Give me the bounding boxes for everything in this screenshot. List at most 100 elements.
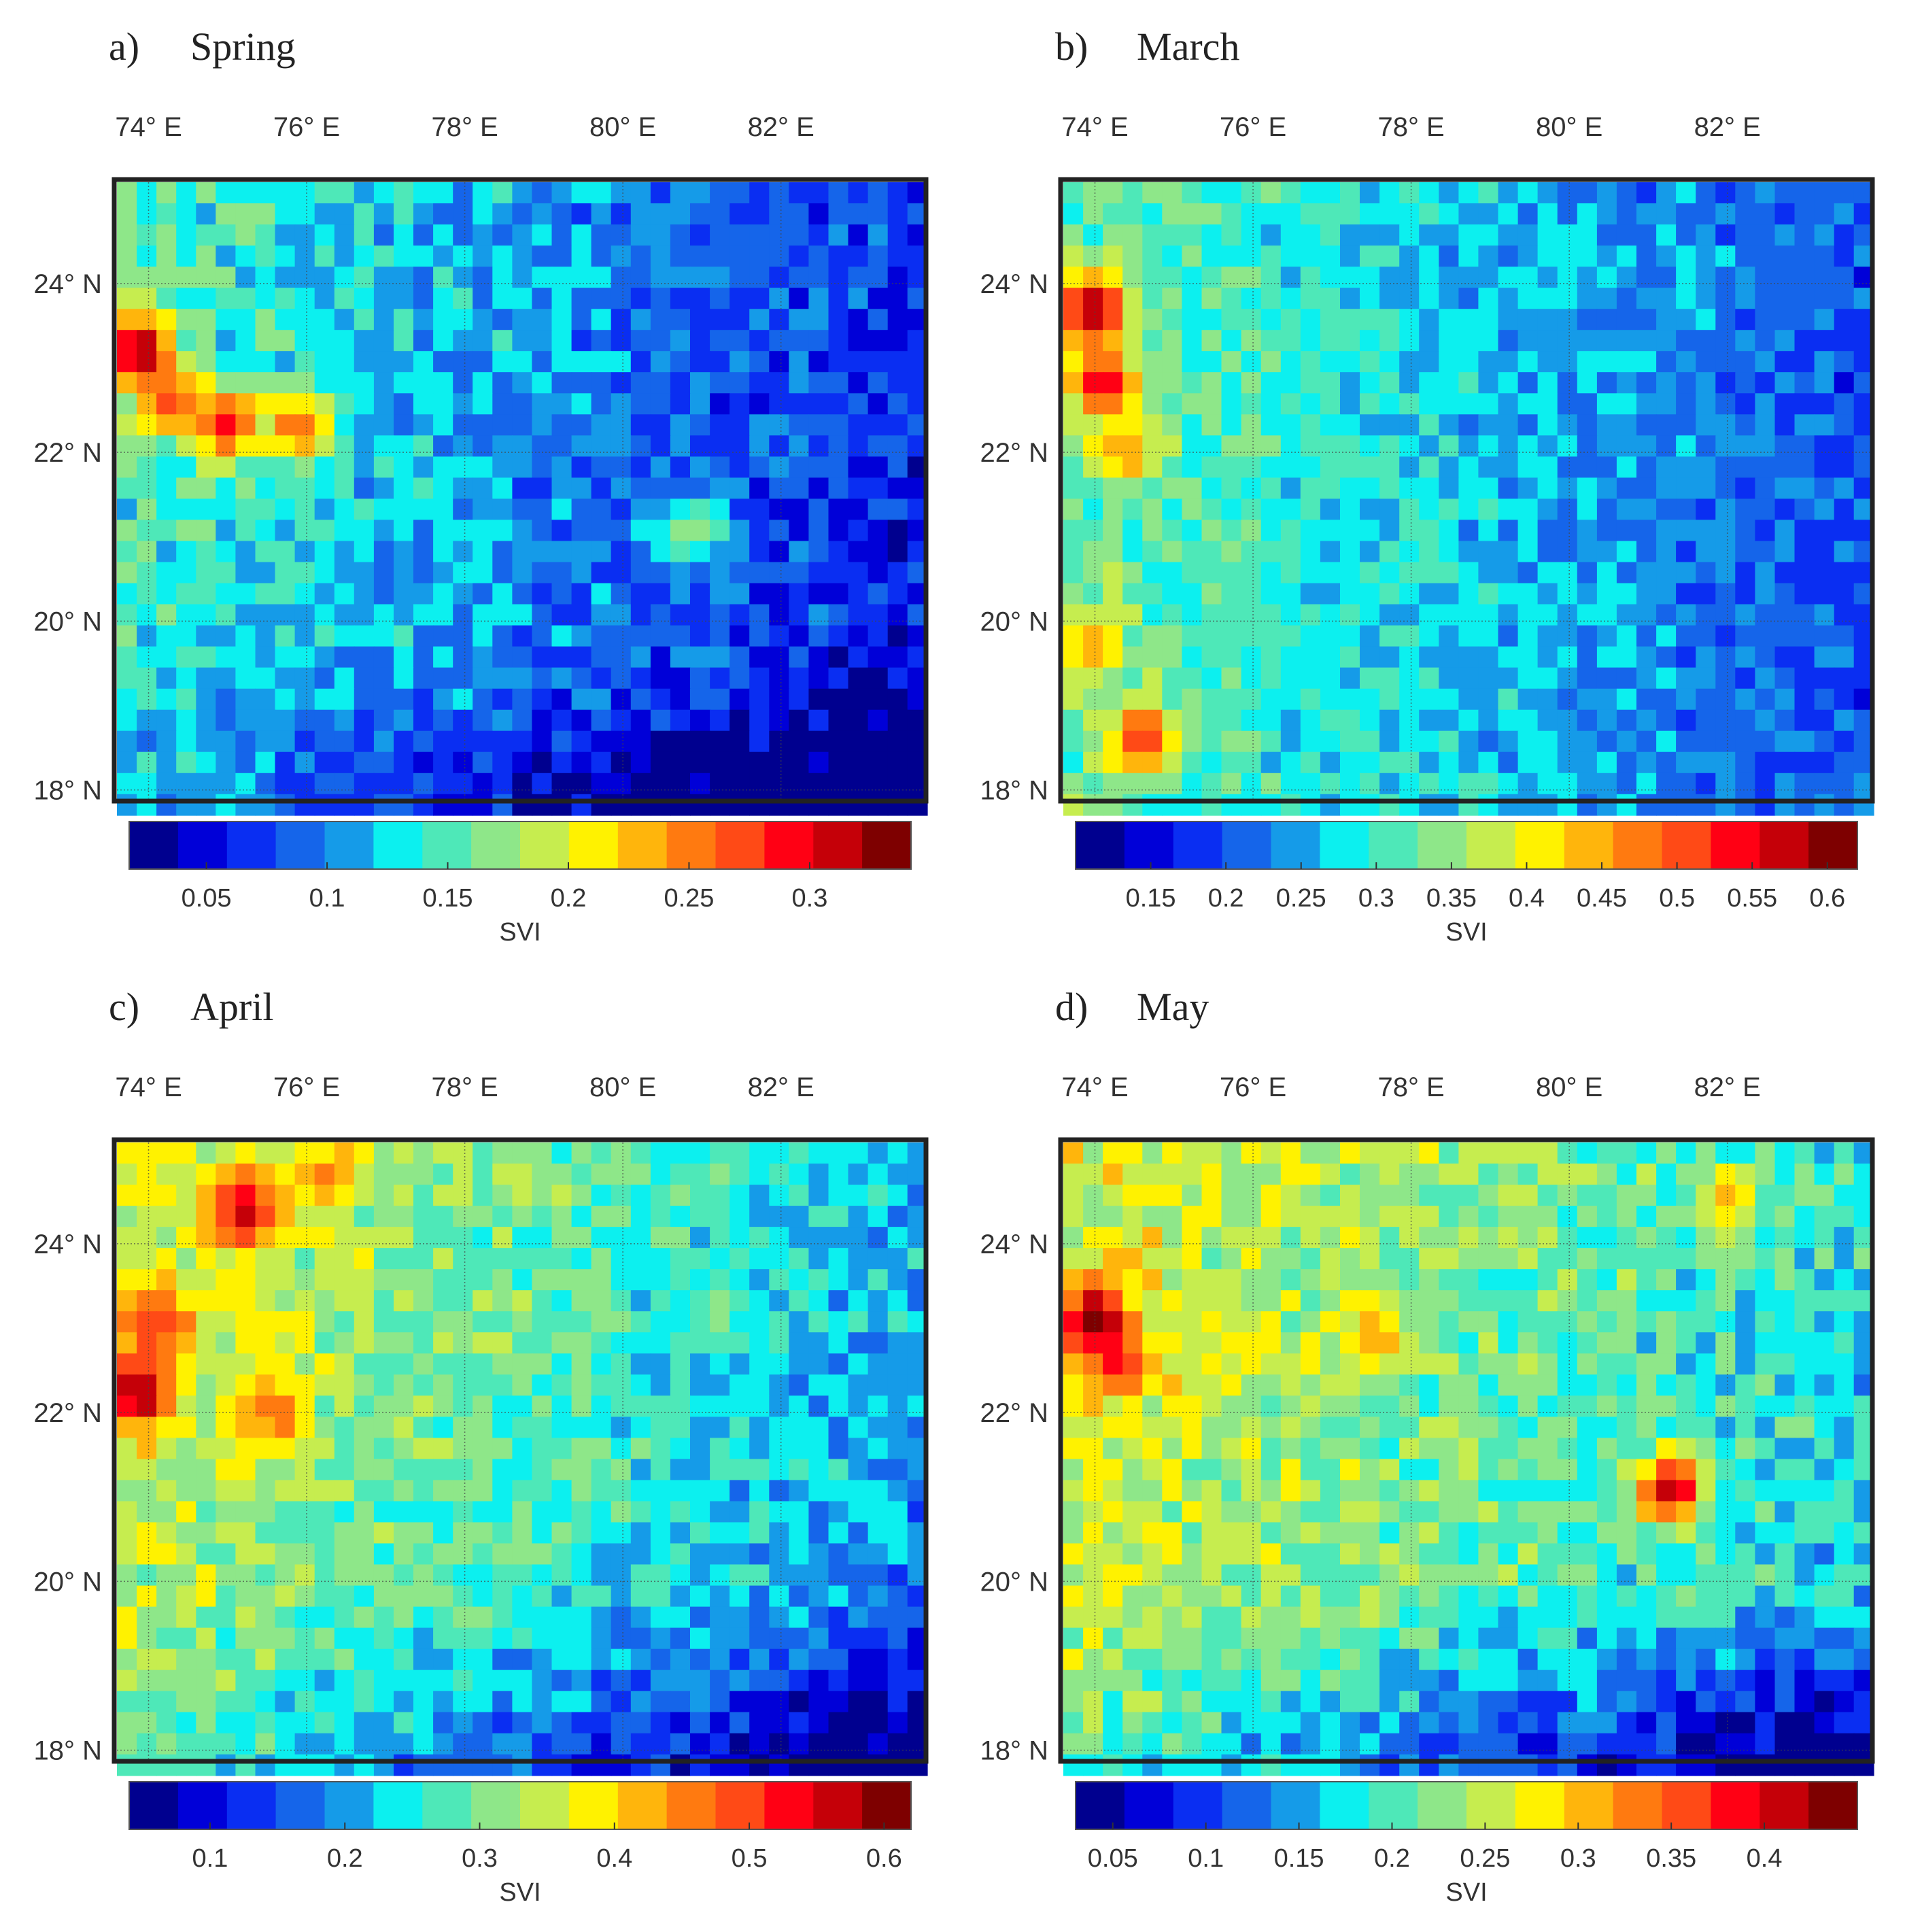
heatmap-cell bbox=[1300, 309, 1321, 331]
heatmap-cell bbox=[1458, 730, 1479, 753]
heatmap-cell bbox=[749, 1353, 770, 1376]
heatmap-cell bbox=[453, 1585, 474, 1608]
heatmap-cell bbox=[433, 730, 453, 753]
heatmap-cell bbox=[551, 267, 572, 288]
heatmap-cell bbox=[710, 498, 730, 521]
heatmap-cell bbox=[1103, 583, 1123, 605]
heatmap-cell bbox=[394, 520, 414, 542]
heatmap-cell bbox=[1201, 1417, 1222, 1439]
heatmap-cell bbox=[1399, 1564, 1420, 1587]
heatmap-cell bbox=[611, 1754, 632, 1776]
heatmap-cell bbox=[1419, 245, 1440, 267]
heatmap-cell bbox=[1260, 1606, 1282, 1629]
heatmap-cell bbox=[413, 203, 434, 225]
heatmap-cell bbox=[1340, 562, 1360, 584]
heatmap-cell bbox=[433, 773, 453, 795]
heatmap-cell bbox=[1458, 1691, 1479, 1713]
heatmap-cell bbox=[1439, 330, 1460, 352]
heatmap-cell bbox=[848, 1691, 869, 1713]
heatmap-cell bbox=[670, 351, 691, 373]
heatmap-cell bbox=[1063, 794, 1084, 816]
heatmap-cell bbox=[1083, 1648, 1103, 1671]
grid-lines bbox=[1063, 182, 1870, 798]
heatmap-cell bbox=[1300, 1691, 1321, 1713]
heatmap-cell bbox=[1162, 1627, 1183, 1650]
heatmap-cell bbox=[868, 730, 889, 753]
heatmap-cell bbox=[373, 1712, 394, 1734]
heatmap-cell bbox=[1735, 1227, 1756, 1249]
y-tick-label: 18° N bbox=[34, 1736, 103, 1766]
heatmap-cell bbox=[196, 1459, 217, 1481]
heatmap-cell bbox=[1320, 773, 1341, 795]
heatmap-cell bbox=[749, 1670, 770, 1692]
heatmap-cell bbox=[255, 1501, 276, 1523]
heatmap-cell bbox=[1636, 1543, 1657, 1565]
heatmap-cell bbox=[1834, 288, 1855, 309]
heatmap-cell bbox=[473, 288, 494, 309]
heatmap-cell bbox=[868, 1754, 889, 1776]
heatmap-cell bbox=[730, 435, 750, 458]
heatmap-cell bbox=[1142, 1269, 1163, 1291]
heatmap-cell bbox=[216, 773, 237, 795]
colorbar-tick-label: 0.2 bbox=[1208, 884, 1244, 913]
heatmap-cell bbox=[1715, 1185, 1736, 1206]
heatmap-cell bbox=[1755, 435, 1776, 458]
heatmap-cell bbox=[453, 288, 474, 309]
heatmap-cell bbox=[1696, 1564, 1717, 1587]
heatmap-cell bbox=[117, 203, 137, 225]
heatmap-cell bbox=[591, 562, 612, 584]
heatmap-cell bbox=[176, 498, 197, 521]
heatmap-cell bbox=[1557, 1290, 1578, 1312]
heatmap-cell bbox=[294, 541, 315, 563]
heatmap-cell bbox=[1083, 1417, 1103, 1439]
heatmap-cell bbox=[1103, 1290, 1123, 1312]
heatmap-cell bbox=[1162, 1374, 1183, 1397]
heatmap-cell bbox=[196, 1480, 217, 1502]
heatmap-cell bbox=[1537, 309, 1558, 331]
heatmap-cell bbox=[473, 1142, 494, 1164]
heatmap-cell bbox=[1498, 1501, 1519, 1523]
heatmap-cell bbox=[710, 1648, 730, 1671]
heatmap-cell bbox=[1834, 267, 1855, 288]
heatmap-cell bbox=[1656, 1501, 1677, 1523]
heatmap-cell bbox=[1794, 1185, 1815, 1206]
heatmap-cell bbox=[373, 1606, 394, 1629]
heatmap-cell bbox=[196, 1522, 217, 1544]
heatmap-cell bbox=[156, 351, 177, 373]
heatmap-cell bbox=[1676, 203, 1696, 225]
heatmap-cell bbox=[1142, 1227, 1163, 1249]
heatmap-cell bbox=[235, 1754, 256, 1776]
heatmap-cell bbox=[1557, 1332, 1578, 1354]
heatmap-cell bbox=[354, 520, 375, 542]
heatmap-cell bbox=[413, 224, 434, 246]
heatmap-cell bbox=[789, 751, 810, 774]
heatmap-cell bbox=[1103, 1227, 1123, 1249]
heatmap-cell bbox=[1616, 562, 1637, 584]
heatmap-cell bbox=[1439, 1606, 1460, 1629]
heatmap-cell bbox=[789, 1754, 810, 1776]
heatmap-cell bbox=[1142, 1332, 1163, 1354]
heatmap-cell bbox=[1241, 1480, 1262, 1502]
colorbar-swatch bbox=[1760, 821, 1809, 869]
heatmap-cell bbox=[1774, 330, 1796, 352]
heatmap-cell bbox=[196, 393, 217, 416]
heatmap-cell bbox=[492, 267, 513, 288]
heatmap-cell bbox=[1596, 1206, 1617, 1227]
heatmap-cell bbox=[1616, 1395, 1637, 1418]
heatmap-cell bbox=[1478, 1459, 1499, 1481]
heatmap-cell bbox=[868, 267, 889, 288]
heatmap-cell bbox=[1715, 1564, 1736, 1587]
heatmap-cell bbox=[1063, 1459, 1084, 1481]
heatmap-cell bbox=[1517, 182, 1539, 204]
heatmap-cell bbox=[848, 498, 869, 521]
heatmap-cell bbox=[1478, 1627, 1499, 1650]
colorbar-tick-label: 0.6 bbox=[866, 1844, 902, 1873]
heatmap-cell bbox=[314, 267, 335, 288]
heatmap-cell bbox=[453, 372, 474, 394]
heatmap-cell bbox=[1517, 751, 1539, 774]
heatmap-cell bbox=[1142, 1564, 1163, 1587]
heatmap-cell bbox=[1537, 267, 1558, 288]
heatmap-cell bbox=[1103, 393, 1123, 416]
heatmap-cell bbox=[1260, 351, 1282, 373]
heatmap-cell bbox=[1340, 751, 1360, 774]
